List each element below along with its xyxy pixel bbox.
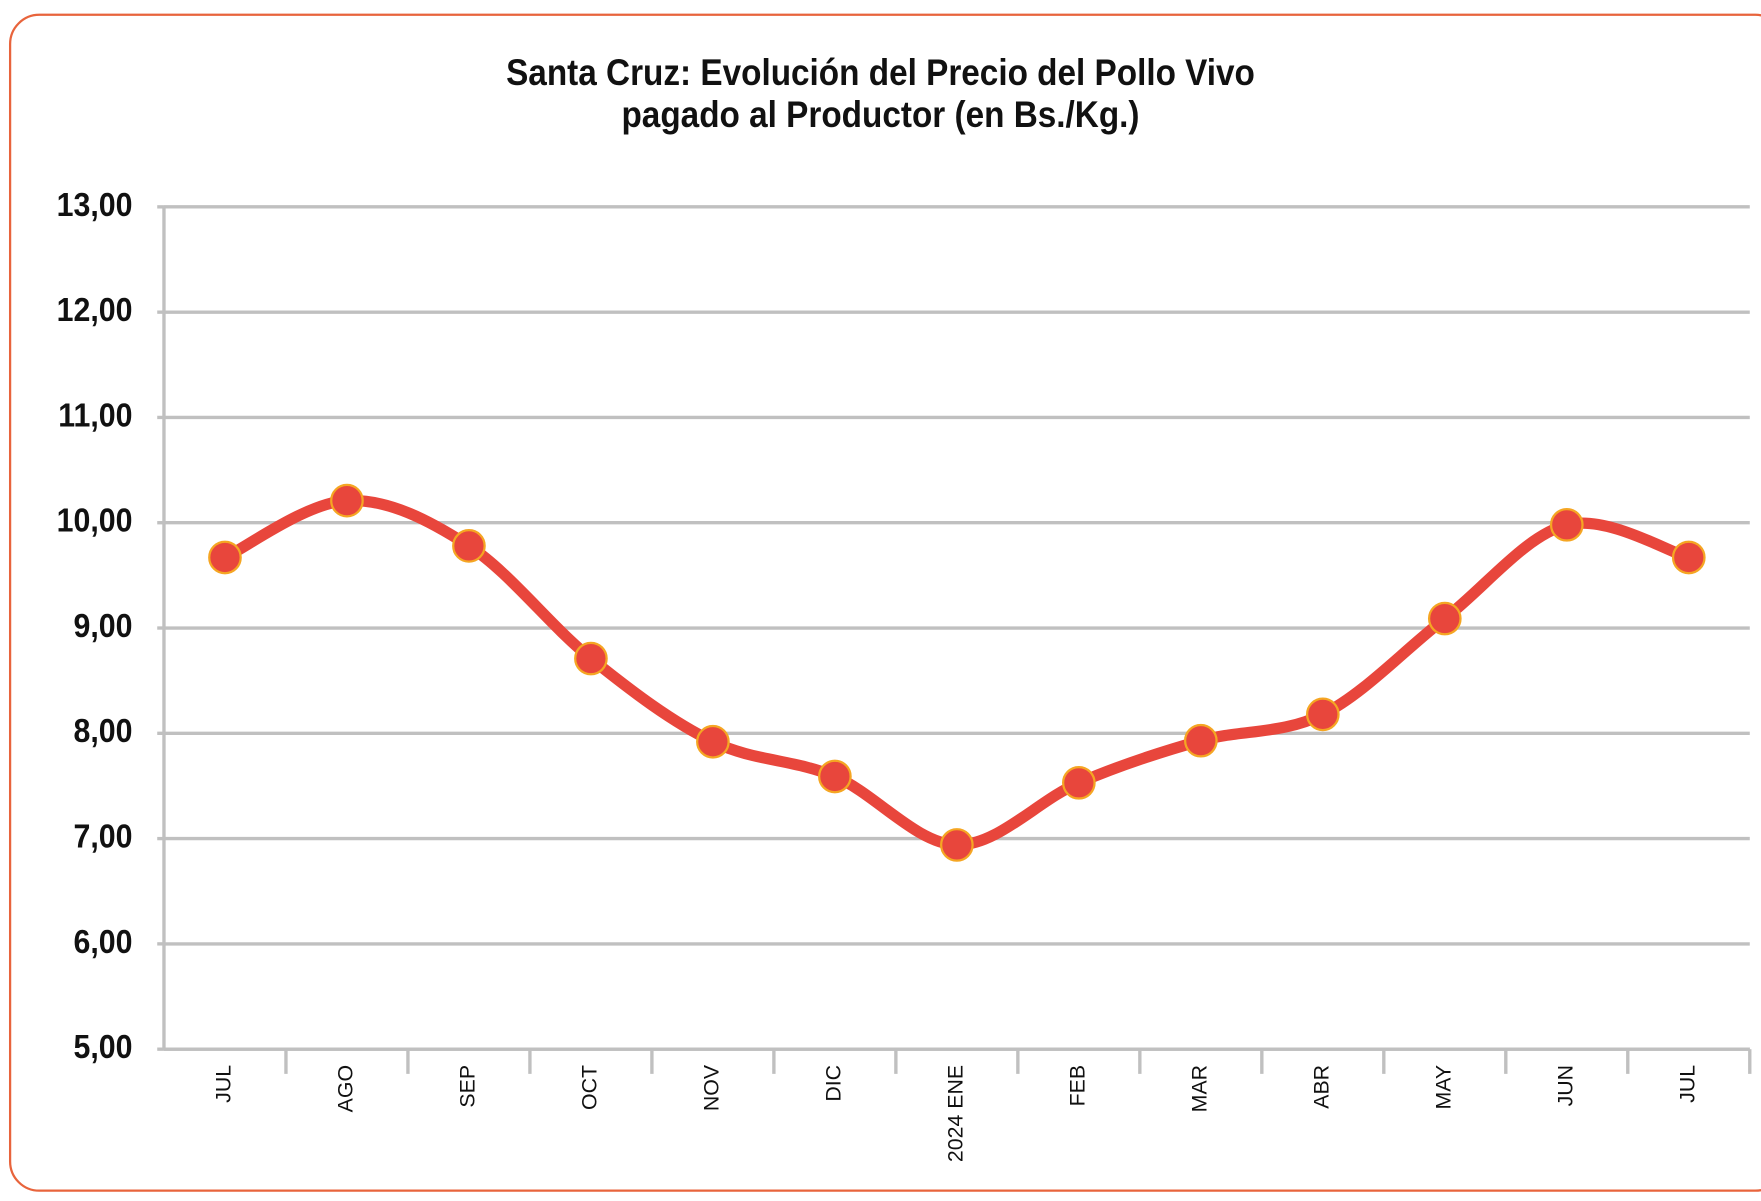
data-point — [1062, 765, 1096, 800]
x-tick-label: NOV — [700, 1064, 724, 1111]
data-point — [1671, 540, 1706, 575]
y-tick-label: 8,00 — [74, 712, 133, 750]
y-tick-label: 13,00 — [57, 185, 133, 223]
y-tick-label: 5,00 — [74, 1028, 133, 1066]
x-tick-label: JUN — [1553, 1065, 1577, 1106]
x-tick-label: DIC — [822, 1065, 846, 1102]
data-point — [574, 641, 608, 676]
data-point — [330, 483, 364, 518]
x-tick-label: 2024 ENE — [944, 1065, 968, 1162]
x-tick-label: MAY — [1431, 1065, 1455, 1110]
y-tick-label: 10,00 — [57, 501, 133, 539]
chart-title: Santa Cruz: Evolución del Precio del Pol… — [506, 52, 1255, 135]
y-tick-label: 12,00 — [57, 291, 133, 329]
y-tick-label: 7,00 — [74, 817, 133, 855]
plot: 5,00 6,00 7,00 8,00 9,00 10,00 11,00 12,00 13,00… — [57, 185, 1752, 1162]
data-point — [1427, 601, 1462, 636]
data-point — [818, 759, 852, 794]
data-point — [1549, 507, 1584, 542]
x-tick-label: JUL — [1675, 1065, 1699, 1103]
x-tick-label: MAR — [1187, 1065, 1211, 1112]
x-tick-label: FEB — [1065, 1065, 1089, 1106]
y-tick-label: 6,00 — [74, 922, 133, 960]
data-point — [696, 724, 730, 759]
data-point — [452, 529, 486, 563]
y-tick-label: 11,00 — [58, 396, 132, 434]
chart-frame — [8, 13, 1761, 1192]
data-point — [208, 540, 242, 575]
x-tick-label: SEP — [456, 1065, 480, 1108]
data-point — [940, 828, 974, 862]
x-tick-label: OCT — [578, 1065, 602, 1110]
x-tick-label: JUL — [212, 1065, 236, 1103]
data-point — [1183, 723, 1218, 758]
x-tick-label: ABR — [1309, 1065, 1333, 1109]
x-tick-label: AGO — [334, 1065, 358, 1112]
y-tick-label: 9,00 — [74, 606, 133, 644]
data-point — [1305, 697, 1340, 732]
